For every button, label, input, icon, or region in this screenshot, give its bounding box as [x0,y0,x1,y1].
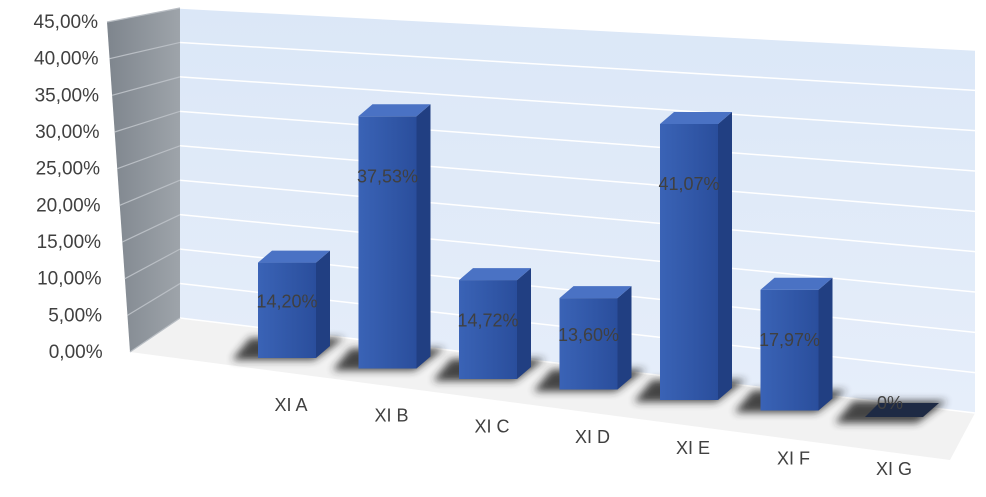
y-tick-label: 45,00% [34,12,99,33]
bar-front [760,289,819,411]
x-axis-tick-labels: XI A XI B XI C XI D XI E XI F XI G [274,395,912,479]
bar-side [416,104,431,369]
y-tick-label: 0,00% [49,342,103,363]
bar-top [660,112,732,124]
gridline [179,41,976,92]
x-tick-label: XI E [676,438,710,458]
data-label: 0% [877,393,903,413]
bar-top [258,250,330,263]
x-tick-label: XI C [474,416,509,436]
x-tick-label: XI G [876,459,912,479]
bar-side [617,286,632,390]
data-label: 17,97% [759,330,820,350]
bar-side [718,112,732,400]
bar-side [517,268,531,379]
gridline-side [129,317,181,353]
y-tick-label: 35,00% [35,85,100,106]
gridline-side [127,283,181,316]
bars [232,104,947,423]
gridline [179,76,976,132]
y-tick-label: 10,00% [37,269,102,290]
bar-front [459,280,517,379]
gridline [179,213,976,293]
data-labels: 14,20% 37,53% 14,72% 13,60% 41,07% 17,97% 0% [256,166,903,413]
bar-front [358,116,417,369]
gridline-side [119,179,181,206]
y-tick-label: 15,00% [37,232,102,253]
y-tick-label: 5,00% [48,305,102,326]
x-tick-label: XI F [777,449,810,469]
gridline-side [106,7,181,23]
y-tick-label: 30,00% [35,122,100,143]
data-label: 14,20% [256,292,317,312]
bar-front [559,298,618,390]
gridline-side [114,110,181,133]
gridline [179,7,976,51]
y-axis-tick-labels: 0,00% 5,00% 10,00% 15,00% 20,00% 25,00% 30,00%… [34,12,103,363]
y-tick-label: 25,00% [36,159,101,180]
bar-top [459,268,531,281]
bar-top [358,104,431,117]
chart-walls [107,8,975,460]
data-label: 13,60% [558,325,619,345]
bar-zero [865,403,939,417]
gridline [179,145,976,213]
x-tick-label: XI B [374,406,408,426]
bar-top [559,286,632,299]
data-label: 14,72% [457,311,518,331]
gridline-side [124,248,181,280]
bar-front [258,262,316,358]
bar-side [818,277,833,411]
gridline [179,110,976,172]
x-tick-label: XI A [274,395,307,415]
gridline [179,179,976,253]
y-tick-label: 40,00% [34,49,99,70]
gridline-side [122,214,181,243]
y-tick-label: 20,00% [36,195,101,216]
gridline-side [111,76,181,96]
bar-top [760,277,833,290]
data-label: 41,07% [658,174,719,194]
bar-side [316,250,330,358]
data-label: 37,53% [357,166,418,186]
side-wall [107,8,180,352]
x-tick-label: XI D [575,427,610,447]
gridline-side [109,41,181,60]
gridline-side [117,145,181,170]
bar-front [660,124,718,400]
